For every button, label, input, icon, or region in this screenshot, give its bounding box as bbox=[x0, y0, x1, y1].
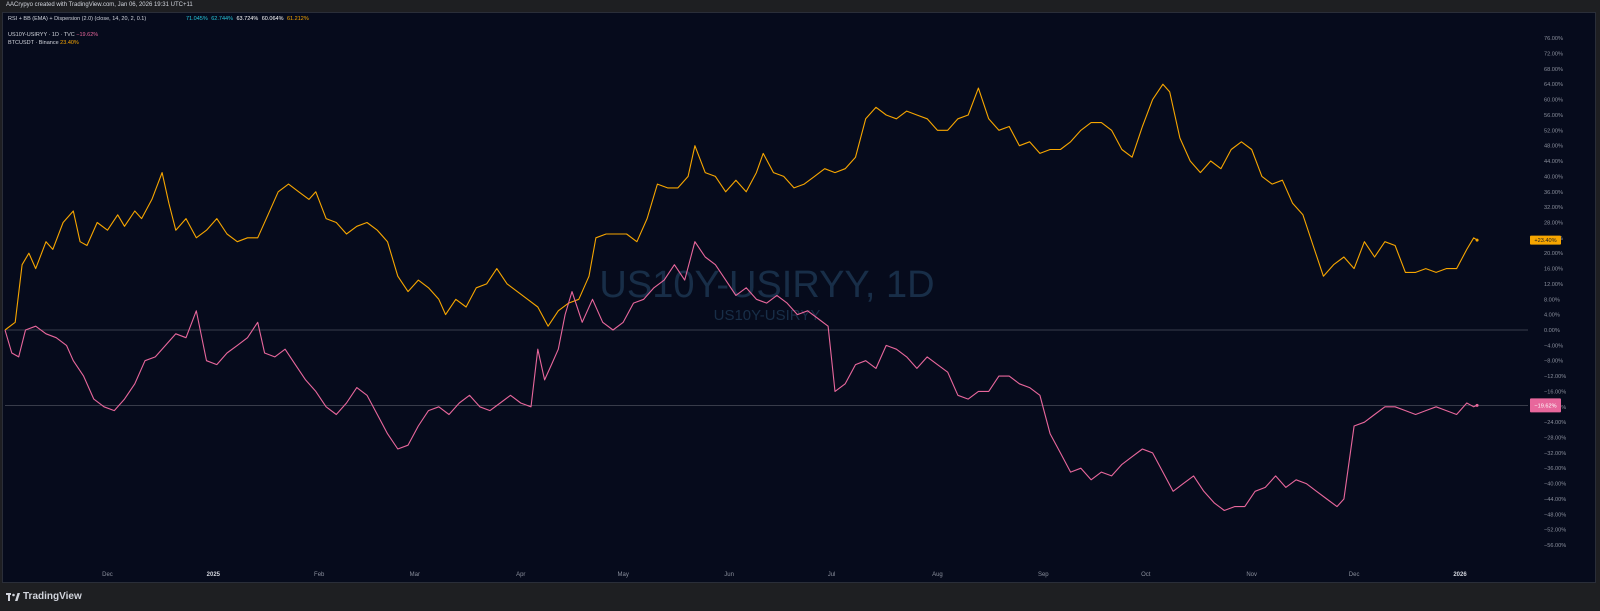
y-tick-label: 64.00% bbox=[1544, 82, 1563, 88]
y-tick-label: 28.00% bbox=[1544, 220, 1563, 226]
y-tick-label: 20.00% bbox=[1544, 251, 1563, 257]
x-tick-label: Feb bbox=[314, 572, 325, 578]
x-tick-label: Jul bbox=[828, 572, 836, 578]
x-tick-label: Mar bbox=[410, 572, 420, 578]
x-tick-label: May bbox=[618, 572, 629, 578]
indicator-label[interactable]: RSI + BB (EMA) + Dispersion (2.0) (close… bbox=[8, 16, 147, 22]
chart-frame[interactable] bbox=[2, 12, 1596, 583]
y-tick-label: −28.00% bbox=[1544, 436, 1566, 442]
us10y-last-value-badge bbox=[1530, 398, 1561, 413]
brand-text: TradingView bbox=[23, 591, 82, 602]
y-tick-label: 60.00% bbox=[1544, 98, 1563, 104]
last-value-label: −19.62% bbox=[1534, 403, 1556, 409]
x-tick-label: Apr bbox=[516, 572, 525, 578]
x-tick-label: Nov bbox=[1246, 572, 1257, 578]
x-tick-label: 2026 bbox=[1453, 572, 1467, 578]
y-tick-label: 12.00% bbox=[1544, 282, 1563, 288]
y-tick-label: −56.00% bbox=[1544, 543, 1566, 549]
legend-series-value: 23.40% bbox=[60, 40, 79, 46]
y-tick-label: −36.00% bbox=[1544, 466, 1566, 472]
indicator-value: 61.212% bbox=[287, 16, 309, 22]
x-tick-label: Oct bbox=[1141, 572, 1151, 578]
x-tick-label: Jun bbox=[724, 572, 734, 578]
series-last-point bbox=[1475, 238, 1479, 242]
indicator-value: 63.724% bbox=[236, 16, 259, 22]
y-tick-label: 40.00% bbox=[1544, 174, 1563, 180]
y-tick-label: −32.00% bbox=[1544, 451, 1566, 457]
x-tick-label: 2025 bbox=[207, 572, 221, 578]
legend-series-label: BTCUSDT · Binance bbox=[8, 40, 59, 46]
legend-series-value: −19.62% bbox=[76, 32, 99, 38]
indicator-value: 62.744% bbox=[211, 16, 233, 22]
y-tick-label: 0.00% bbox=[1544, 328, 1560, 334]
series-last-point bbox=[1475, 403, 1479, 407]
watermark-title: US10Y-USIRYY, 1D bbox=[599, 264, 934, 306]
tradingview-logo[interactable]: TradingView bbox=[6, 591, 82, 602]
x-tick-label: Dec bbox=[102, 572, 113, 578]
indicator-values: 71.045% 62.744% 63.724% 60.064% 61.212% bbox=[186, 16, 311, 22]
y-tick-label: 4.00% bbox=[1544, 313, 1560, 319]
y-tick-label: −48.00% bbox=[1544, 512, 1566, 518]
indicator-value: 60.064% bbox=[261, 16, 284, 22]
indicator-value: 71.045% bbox=[186, 16, 208, 22]
y-tick-label: −4.00% bbox=[1544, 343, 1563, 349]
last-value-label: +23.40% bbox=[1534, 238, 1556, 244]
x-tick-label: Dec bbox=[1349, 572, 1360, 578]
btc-last-value-badge bbox=[1530, 235, 1561, 245]
y-tick-label: 72.00% bbox=[1544, 52, 1563, 58]
y-tick-label: 76.00% bbox=[1544, 36, 1563, 42]
legend-series-label: US10Y-USIRYY · 1D · TVC bbox=[8, 32, 75, 38]
y-tick-label: 48.00% bbox=[1544, 144, 1563, 150]
y-tick-label: 36.00% bbox=[1544, 190, 1563, 196]
x-tick-label: Sep bbox=[1038, 572, 1049, 578]
legend-series-us10y[interactable]: US10Y-USIRYY · 1D · TVC −19.62% bbox=[8, 32, 98, 38]
y-tick-label: −40.00% bbox=[1544, 482, 1566, 488]
y-tick-label: −12.00% bbox=[1544, 374, 1566, 380]
legend-series-btc[interactable]: BTCUSDT · Binance 23.40% bbox=[8, 40, 79, 46]
y-tick-label: −24.00% bbox=[1544, 420, 1566, 426]
y-tick-label: 8.00% bbox=[1544, 297, 1560, 303]
top-bar: AACrypyo created with TradingView.com, J… bbox=[0, 0, 1600, 12]
y-tick-label: −44.00% bbox=[1544, 497, 1566, 503]
bottom-bar bbox=[0, 583, 1600, 611]
btc-series-line[interactable] bbox=[4, 83, 1478, 331]
credit-text: AACrypyo created with TradingView.com, J… bbox=[6, 2, 193, 8]
y-tick-label: 56.00% bbox=[1544, 113, 1563, 119]
y-tick-label: 52.00% bbox=[1544, 128, 1563, 134]
y-tick-label: 44.00% bbox=[1544, 159, 1563, 165]
y-tick-label: 32.00% bbox=[1544, 205, 1563, 211]
y-tick-label: −16.00% bbox=[1544, 389, 1566, 395]
tradingview-logo-icon bbox=[6, 592, 20, 601]
us10y-series-line[interactable] bbox=[4, 241, 1478, 512]
watermark-subtitle: US10Y-USIRYY bbox=[714, 307, 821, 324]
y-tick-label: −8.00% bbox=[1544, 359, 1563, 365]
y-tick-label: 68.00% bbox=[1544, 67, 1563, 73]
x-tick-label: Aug bbox=[932, 572, 943, 578]
y-tick-label: 16.00% bbox=[1544, 267, 1563, 273]
y-tick-label: −52.00% bbox=[1544, 528, 1566, 534]
